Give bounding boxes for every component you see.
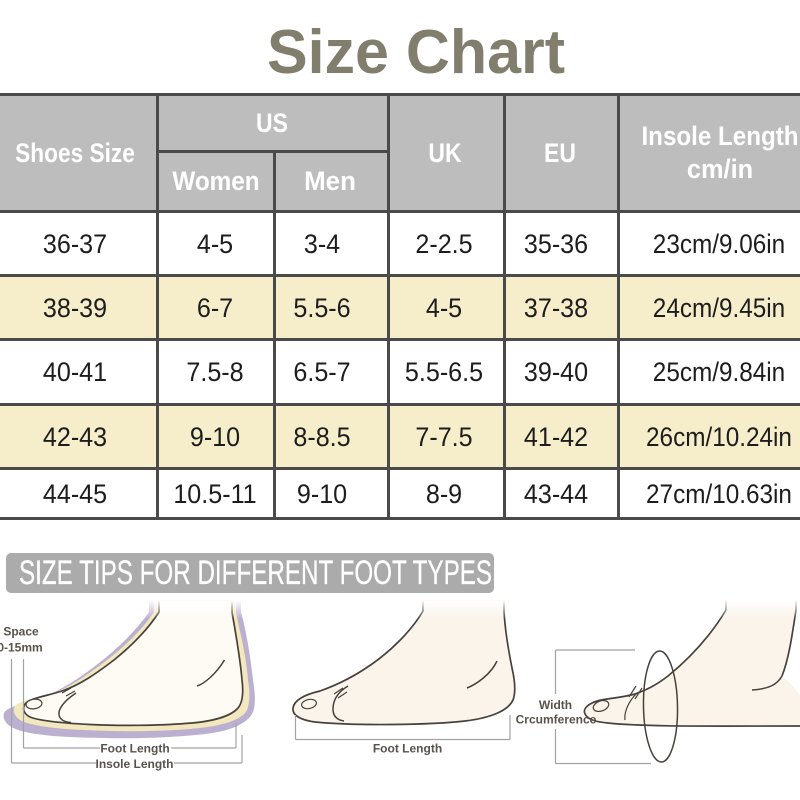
svg-text:Width: Width [539, 698, 572, 712]
svg-text:Foot Length: Foot Length [373, 742, 442, 756]
svg-text:Foot Length: Foot Length [100, 742, 169, 756]
svg-text:Crcumference: Crcumference [516, 713, 597, 727]
svg-text:Insole Length: Insole Length [96, 757, 174, 771]
svg-text:0-15mm: 0-15mm [0, 641, 43, 655]
svg-text:Space: Space [3, 625, 39, 639]
